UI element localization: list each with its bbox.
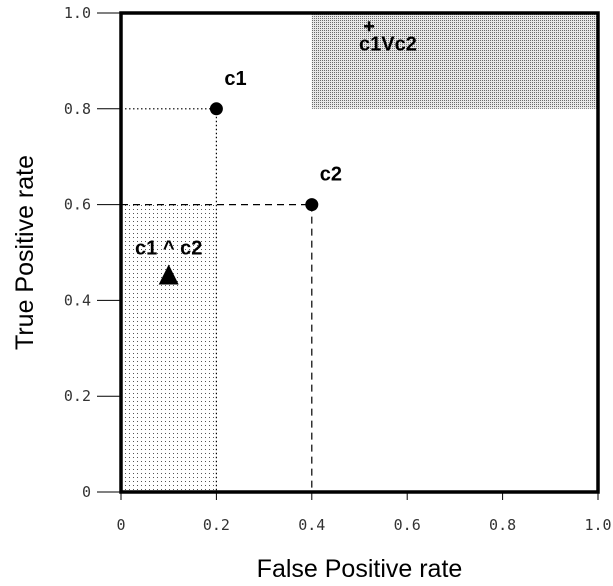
point-label-and: c1 ^ c2 [135, 237, 202, 259]
region-or [311, 13, 598, 109]
regions-layer [121, 13, 598, 492]
point-c2 [305, 198, 319, 212]
x-tick-label: 0.2 [203, 516, 230, 534]
guides-layer [121, 108, 313, 492]
y-tick-label: 0.2 [64, 387, 91, 405]
y-tick-label: 0.6 [64, 196, 91, 214]
y-axis-title: True Positive rate [11, 155, 39, 350]
x-tick-label: 0.8 [489, 516, 516, 534]
x-tick-label: 0 [116, 516, 125, 534]
x-tick-label: 0.6 [394, 516, 421, 534]
y-tick-label: 0 [82, 483, 91, 501]
point-label-c2: c2 [320, 164, 342, 186]
ticks-layer: 0 0.2 0.4 0.6 0.8 1.0 0 0.2 0.4 0.6 0.8 1.0 [64, 4, 612, 534]
x-tick-label: 1.0 [584, 516, 611, 534]
x-tick-label: 0.4 [298, 516, 325, 534]
x-axis-title: False Positive rate [257, 555, 463, 583]
y-tick-label: 1.0 [64, 4, 91, 22]
region-and [121, 204, 217, 492]
y-tick-label: 0.4 [64, 291, 91, 309]
point-and [158, 264, 179, 285]
point-label-c1: c1 [224, 68, 246, 90]
points-layer: c1 c2 c1 ^ c2 c1Vc2 [135, 21, 417, 285]
point-c1 [209, 102, 223, 116]
point-label-or: c1Vc2 [359, 33, 417, 55]
plot-frame [119, 11, 600, 494]
y-tick-label: 0.8 [64, 100, 91, 118]
